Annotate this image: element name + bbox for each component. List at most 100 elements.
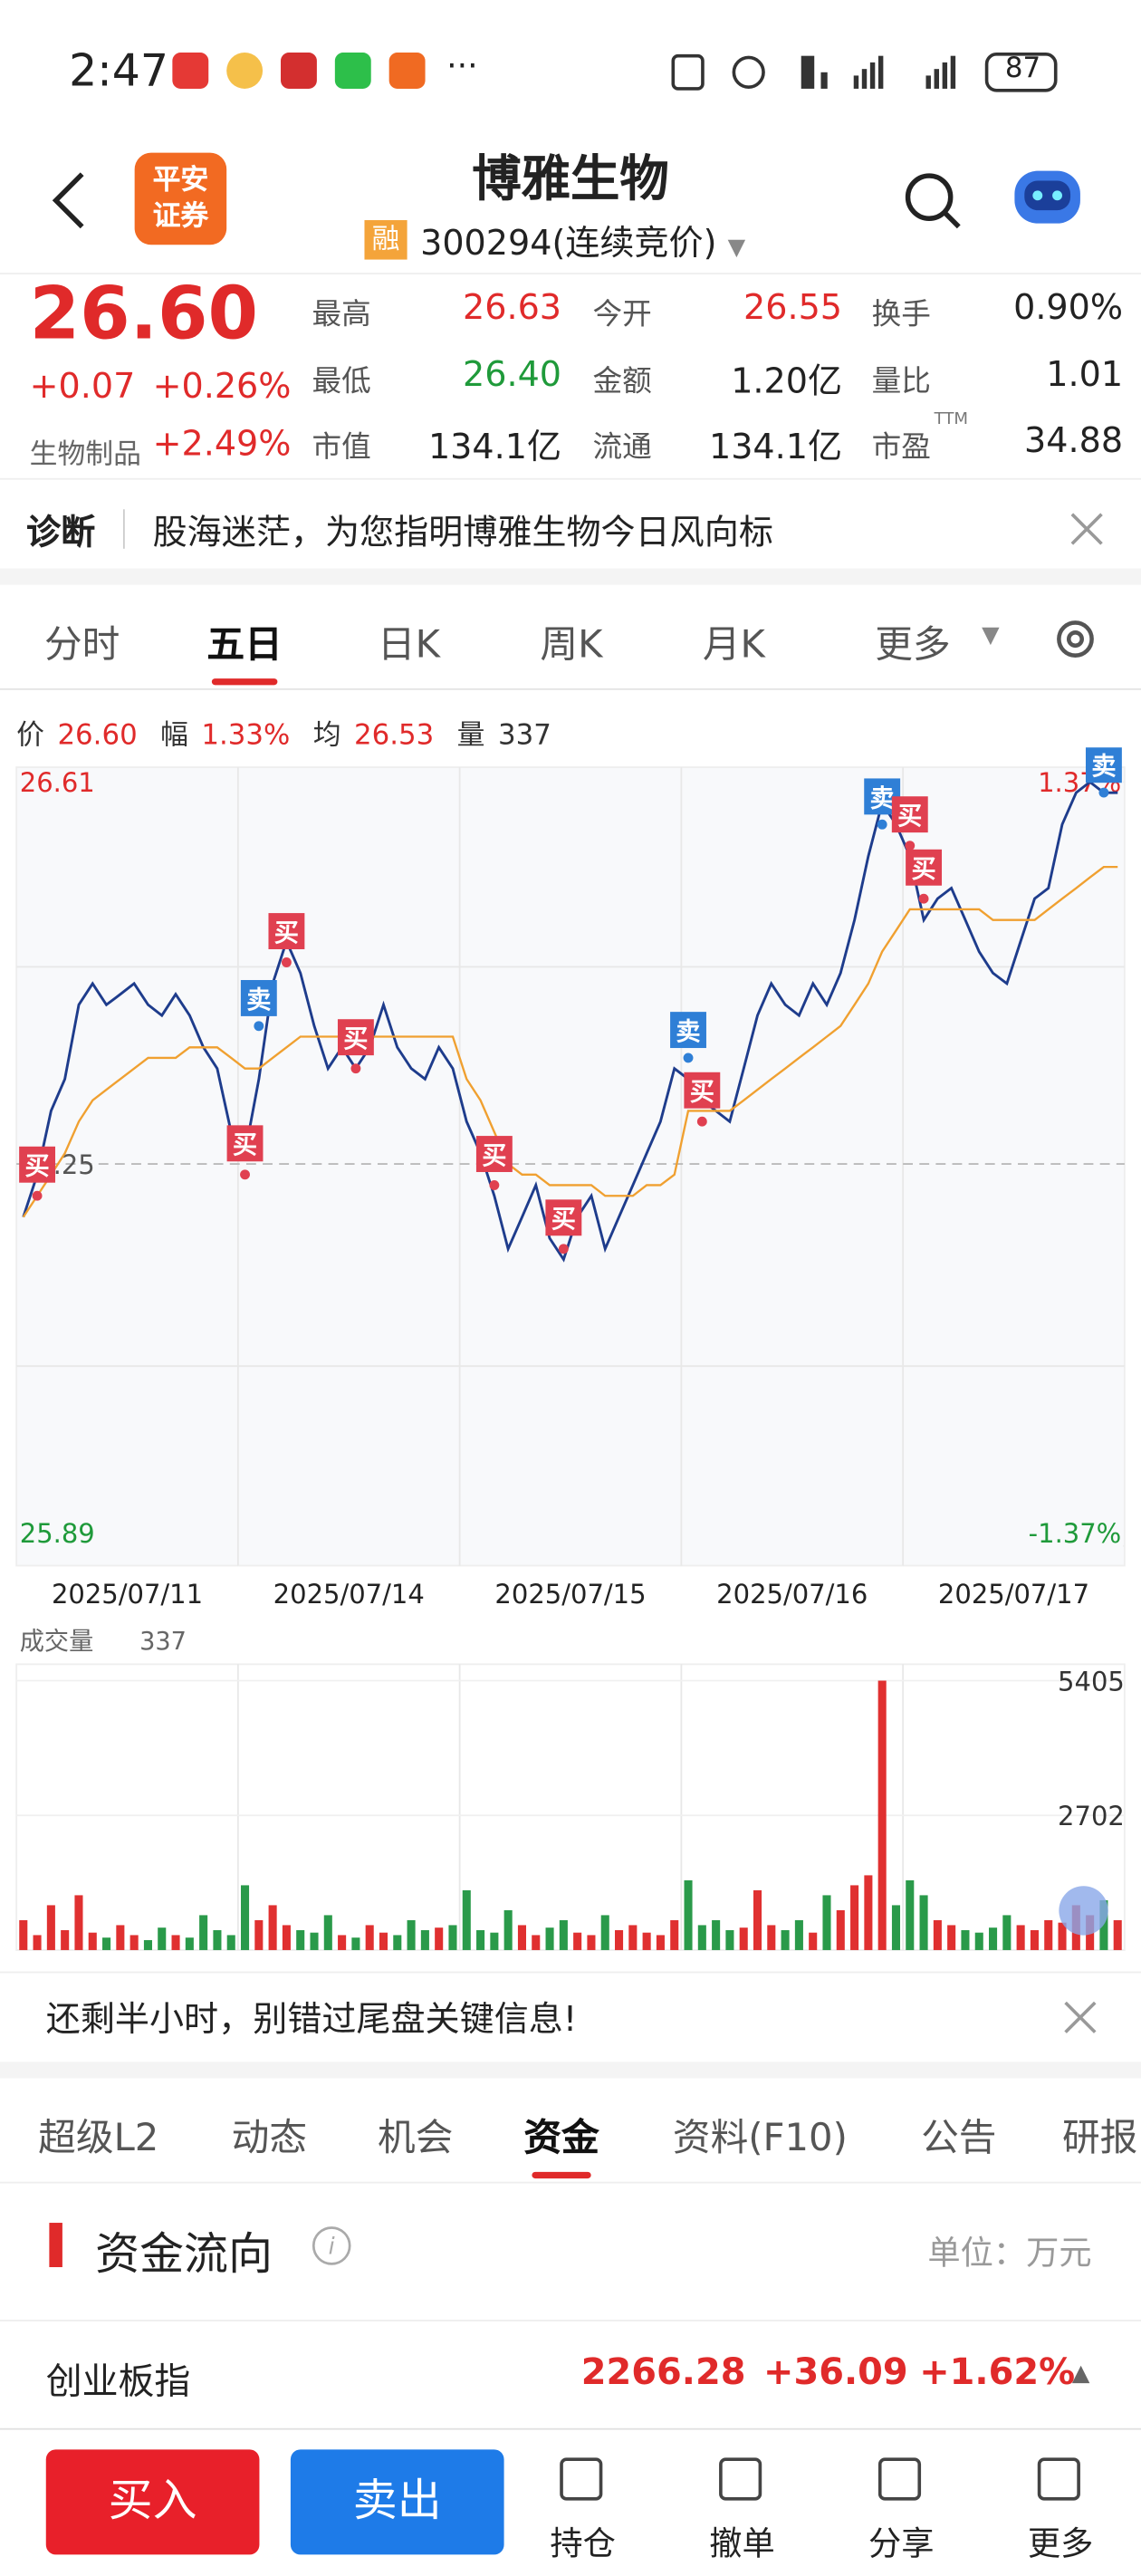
sell-button[interactable]: 卖出 <box>290 2449 504 2555</box>
toolbar-icon[interactable] <box>719 2457 762 2501</box>
marker-box <box>906 849 943 886</box>
volume-bar <box>850 1885 859 1950</box>
volume-bar <box>712 1919 721 1950</box>
y-tick-label: 26.61 <box>20 767 95 798</box>
buy-button[interactable]: 买入 <box>45 2449 260 2555</box>
unit: 单位：万元 <box>927 2232 1092 2273</box>
marker-label: 卖 <box>676 1018 700 1046</box>
detail-tab[interactable]: 机会 <box>377 2117 454 2161</box>
y-tick-label: 25.89 <box>20 1518 95 1549</box>
marker-box <box>268 913 305 949</box>
stock-code: 300294(连续竞价) ▼ <box>420 223 746 264</box>
marker-label: 买 <box>233 1131 257 1159</box>
volume-bar <box>1002 1915 1012 1950</box>
volume-bar <box>420 1929 429 1950</box>
stat-label: 最低 <box>312 364 371 399</box>
volume-bar <box>185 1937 194 1950</box>
chart-tab[interactable]: 月K <box>702 624 765 668</box>
volume-bar <box>794 1919 803 1950</box>
marker-label: 买 <box>274 919 299 947</box>
toolbar-label[interactable]: 分享 <box>868 2523 935 2563</box>
info-value: 26.60 <box>57 719 138 753</box>
section-title: 资金流向 <box>95 2229 273 2281</box>
stat-value: 26.55 <box>743 287 843 327</box>
notification-icons <box>172 53 435 89</box>
toolbar-icon[interactable] <box>560 2457 603 2501</box>
info-label: 量 <box>456 719 485 753</box>
volume-bar <box>615 1929 624 1950</box>
stat-value: 134.1亿 <box>708 427 843 467</box>
stat-label-sup: TTM <box>934 410 969 429</box>
marker-dot <box>1098 787 1109 798</box>
volume-bar <box>517 1925 526 1950</box>
volume-bar <box>974 1932 983 1950</box>
marker-label: 买 <box>24 1153 49 1181</box>
info-icon[interactable]: i <box>311 2225 353 2267</box>
diagnosis-text[interactable]: 股海迷茫，为您指明博雅生物今日风向标 <box>152 512 773 553</box>
detail-tab[interactable]: 动态 <box>231 2117 308 2161</box>
search-button[interactable] <box>903 171 962 230</box>
marker-dot <box>254 1021 264 1032</box>
average-line <box>22 865 1118 1218</box>
close-button[interactable] <box>1060 1998 1100 2038</box>
chart-info: 价 26.60 幅 1.33% 均 26.53 量 337 <box>16 711 574 752</box>
volume-bar <box>448 1925 457 1950</box>
settings-button[interactable] <box>1050 614 1099 663</box>
volume-bar <box>891 1905 901 1950</box>
y2-tick-label: -1.37% <box>1029 1518 1122 1549</box>
volume-bar <box>33 1935 42 1950</box>
expand-arrow[interactable]: ▲ <box>1071 2360 1090 2388</box>
stat-label: 量比 <box>871 364 931 399</box>
back-button[interactable] <box>46 168 95 234</box>
toolbar-icon[interactable] <box>877 2457 922 2501</box>
stat-value: 1.01 <box>1046 354 1124 395</box>
volume-bar <box>365 1925 374 1950</box>
broker-logo: 平安 证券 <box>134 152 227 245</box>
volume-bar <box>753 1889 762 1950</box>
marker-dot <box>905 841 916 851</box>
volume-bar <box>697 1925 706 1950</box>
toolbar-label[interactable]: 更多 <box>1027 2523 1094 2563</box>
sector-name: 生物制品 <box>29 438 141 472</box>
tab-indicator <box>532 2171 591 2179</box>
detail-tab[interactable]: 超级L2 <box>38 2117 159 2161</box>
x-tick-label: 2025/07/17 <box>938 1579 1089 1610</box>
detail-tab[interactable]: 研报 <box>1061 2117 1138 2161</box>
x-tick-label: 2025/07/15 <box>494 1579 646 1610</box>
stat-value: 1.20亿 <box>731 361 843 401</box>
toolbar-label[interactable]: 撤单 <box>709 2523 775 2563</box>
sector-change: +2.49% <box>152 423 292 464</box>
info-label: 均 <box>312 719 341 753</box>
x-tick-label: 2025/07/16 <box>716 1579 868 1610</box>
marker-dot <box>489 1180 500 1190</box>
assistant-button[interactable] <box>1005 158 1090 236</box>
volume-bar <box>1113 1919 1122 1950</box>
toolbar-label[interactable]: 持仓 <box>550 2523 616 2563</box>
stat-label: 金额 <box>592 364 652 399</box>
divider <box>0 2320 1141 2321</box>
toolbar-icon[interactable] <box>1037 2457 1080 2501</box>
chart-tab[interactable]: 周K <box>540 624 603 668</box>
detail-tab[interactable]: 资金 <box>523 2117 599 2161</box>
volume-bar <box>989 1927 998 1950</box>
marker-box <box>475 1136 513 1172</box>
volume-bar <box>379 1932 388 1950</box>
marker-label: 卖 <box>1091 753 1116 781</box>
fullscreen-button[interactable] <box>1059 1886 1108 1936</box>
chart-tab[interactable]: 分时 <box>43 624 120 668</box>
detail-tab[interactable]: 资料(F10) <box>672 2117 848 2161</box>
chart-tab[interactable]: 更多 <box>875 624 951 668</box>
volume-bar <box>351 1937 360 1950</box>
volume-bar <box>240 1885 250 1950</box>
chart-tab[interactable]: 日K <box>377 624 440 668</box>
marker-dot <box>683 1053 694 1063</box>
volume-bar <box>1044 1919 1053 1950</box>
detail-tab[interactable]: 公告 <box>921 2117 997 2161</box>
volume-bar <box>19 1919 28 1950</box>
banner-text[interactable]: 还剩半小时，别错过尾盘关键信息! <box>45 1999 578 2039</box>
close-button[interactable] <box>1067 509 1107 549</box>
volume-bar <box>1058 1922 1067 1950</box>
price-line <box>22 780 1118 1263</box>
chart-tab[interactable]: 五日 <box>206 624 283 668</box>
